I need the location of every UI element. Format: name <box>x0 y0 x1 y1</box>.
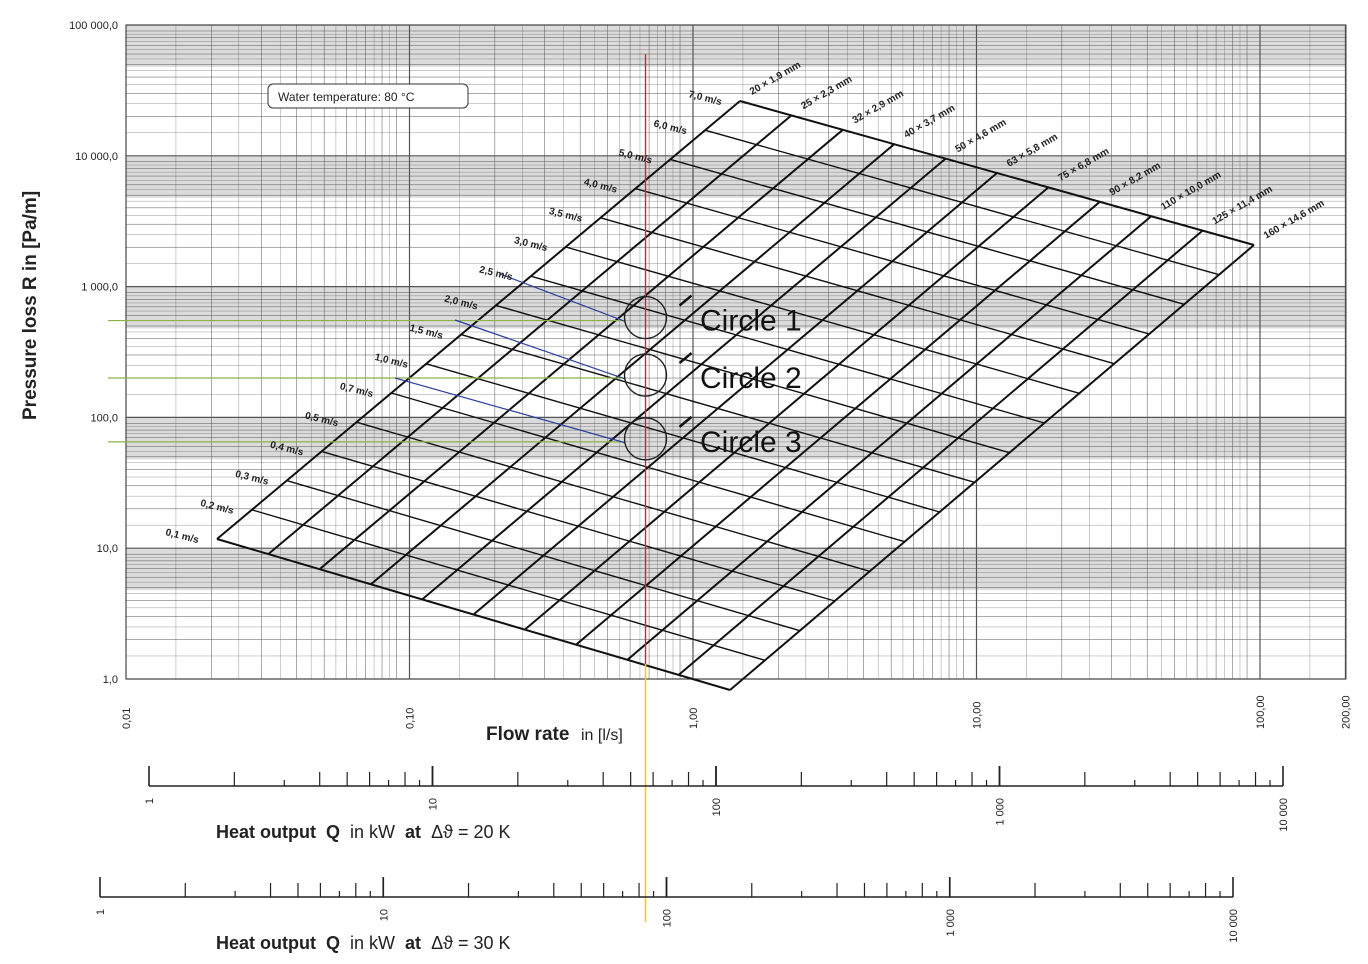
y-tick-label: 100 000,0 <box>69 20 118 32</box>
pipe-size-line <box>267 114 793 555</box>
pipe-size-label: 50 × 4,6 mm <box>954 117 1009 155</box>
y-tick-label: 10,0 <box>97 543 118 555</box>
pipe-size-line <box>678 229 1204 676</box>
guide-lines <box>108 54 693 922</box>
velocity-label: 6,0 m/s <box>652 118 688 137</box>
x-tick-label: 0,01 <box>121 708 133 729</box>
heat-scale-title-delta: Δϑ = 20 K <box>431 822 510 842</box>
velocity-line <box>530 275 1045 424</box>
y-tick-label: 1,0 <box>103 674 118 686</box>
x-axis-title: Flow rate in [l/s] <box>486 724 623 745</box>
heat-scale-title-at: at <box>405 822 421 842</box>
grid-lines <box>125 24 1347 680</box>
pipe-velocity-mesh <box>216 100 1255 691</box>
velocity-label: 3,5 m/s <box>548 206 584 225</box>
heat-scale-title-symbol: Q <box>326 822 340 842</box>
circle-pointer <box>678 415 693 428</box>
y-tick-label: 10 000,0 <box>75 151 118 163</box>
velocity-line <box>286 479 801 632</box>
velocity-label: 2,5 m/s <box>478 264 514 283</box>
pipe-size-line <box>370 143 895 586</box>
heat-scale-tick-label: 10 <box>428 798 440 810</box>
velocity-line <box>216 538 731 691</box>
velocity-line <box>356 421 870 573</box>
water-temperature-text: Water temperature: 80 °C <box>278 90 415 104</box>
circle-marker <box>623 295 668 340</box>
water-temperature-note: Water temperature: 80 °C <box>267 83 469 109</box>
pipe-size-line <box>729 244 1255 691</box>
heat-scale-tick-label: 10 <box>378 909 390 921</box>
grid-band <box>126 286 1346 329</box>
x-tick-label: 1,00 <box>688 708 700 729</box>
velocity-line <box>565 246 1080 395</box>
velocity-guide-line <box>394 377 626 444</box>
velocity-line <box>704 129 1220 276</box>
velocity-line <box>635 187 1150 335</box>
pipe-size-line <box>524 186 1050 631</box>
axis-ticks: 1,0 10,0 100,0 1 000,0 10 000,0 100 000,0 0,01… <box>69 20 1352 729</box>
x-tick-label: 200,00 <box>1340 695 1352 729</box>
x-axis-title-unit: in [l/s] <box>581 727 623 744</box>
heat-scale-title-symbol: Q <box>326 933 340 953</box>
heat-scale-title: Heat output Q in kW at Δϑ = 30 K <box>216 933 511 953</box>
heat-output-scale: 1 10 100 1 000 10 000 Heat output Q in kW at … <box>95 877 1240 953</box>
heat-scale-title-at: at <box>405 933 421 953</box>
velocity-line <box>600 217 1115 365</box>
y-tick-label: 100,0 <box>90 412 118 424</box>
heat-scale-title-delta: Δϑ = 30 K <box>431 933 510 953</box>
x-tick-label: 100,00 <box>1255 695 1267 729</box>
velocity-line <box>251 509 766 662</box>
heat-scale-tick-label: 1 000 <box>945 909 957 937</box>
velocity-line <box>391 392 905 543</box>
heat-scale-title-title-prefix: Heat output <box>216 822 316 842</box>
heat-scale-tick-label: 1 000 <box>995 798 1007 826</box>
velocity-label: 0,3 m/s <box>234 469 270 488</box>
velocity-line <box>321 450 835 602</box>
heat-scale-title-title-prefix: Heat output <box>216 933 316 953</box>
velocity-line <box>739 100 1255 246</box>
circle-label: Circle 2 <box>700 362 802 395</box>
heat-scale-title-unit: in kW <box>350 933 395 953</box>
y-tick-label: 1 000,0 <box>81 282 118 294</box>
circle-pointer <box>678 294 693 307</box>
x-tick-label: 0,10 <box>405 708 417 729</box>
plot-frame <box>125 24 1347 680</box>
pipe-size-line <box>626 215 1152 661</box>
pipe-size-line <box>472 172 998 616</box>
circle-label: Circle 1 <box>700 305 802 338</box>
velocity-label: 3,0 m/s <box>513 235 549 254</box>
heat-scale-title: Heat output Q in kW at Δϑ = 20 K <box>216 822 511 842</box>
circle-marker <box>623 353 668 397</box>
pipe-size-line <box>318 129 844 570</box>
velocity-line <box>460 333 975 484</box>
grid-band <box>126 25 1346 67</box>
velocity-line <box>670 158 1185 306</box>
circle-marker <box>623 417 668 461</box>
velocity-label: 0,1 m/s <box>164 527 200 546</box>
pipe-size-line <box>575 201 1101 646</box>
heat-scale-title-unit: in kW <box>350 822 395 842</box>
heat-scale-tick-label: 1 <box>95 909 107 915</box>
heat-scale-tick-label: 1 <box>144 798 156 804</box>
circle-pointer <box>678 352 693 364</box>
heat-scale-tick-label: 10 000 <box>1228 909 1240 943</box>
x-tick-label: 10,00 <box>972 701 984 729</box>
velocity-guide-line <box>499 273 626 323</box>
heat-scale-tick-label: 10 000 <box>1278 798 1290 832</box>
pipe-size-label: 25 × 2,3 mm <box>799 74 854 112</box>
circle-label: Circle 3 <box>700 426 802 459</box>
heat-output-scale: 1 10 100 1 000 10 000 Heat output Q in kW at … <box>144 766 1290 842</box>
velocity-guide-line <box>454 319 626 380</box>
velocity-line <box>495 304 1010 454</box>
pipe-size-label: 160 × 14,6 mm <box>1262 198 1327 242</box>
velocity-label: 0,2 m/s <box>199 498 235 517</box>
x-axis-title-main: Flow rate <box>486 724 569 745</box>
heat-scale-tick-label: 100 <box>662 909 674 927</box>
heat-scale-tick-label: 100 <box>711 798 723 816</box>
heat-output-scales: 1 10 100 1 000 10 000 Heat output Q in kW at … <box>95 766 1290 953</box>
y-axis-title: Pressure loss R in [Pa/m] <box>20 191 41 420</box>
pipe-size-line <box>421 157 947 601</box>
velocity-line <box>426 363 940 513</box>
